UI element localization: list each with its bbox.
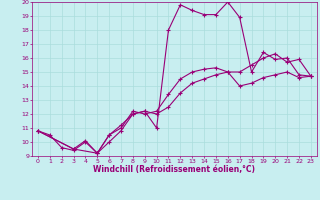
X-axis label: Windchill (Refroidissement éolien,°C): Windchill (Refroidissement éolien,°C) (93, 165, 255, 174)
